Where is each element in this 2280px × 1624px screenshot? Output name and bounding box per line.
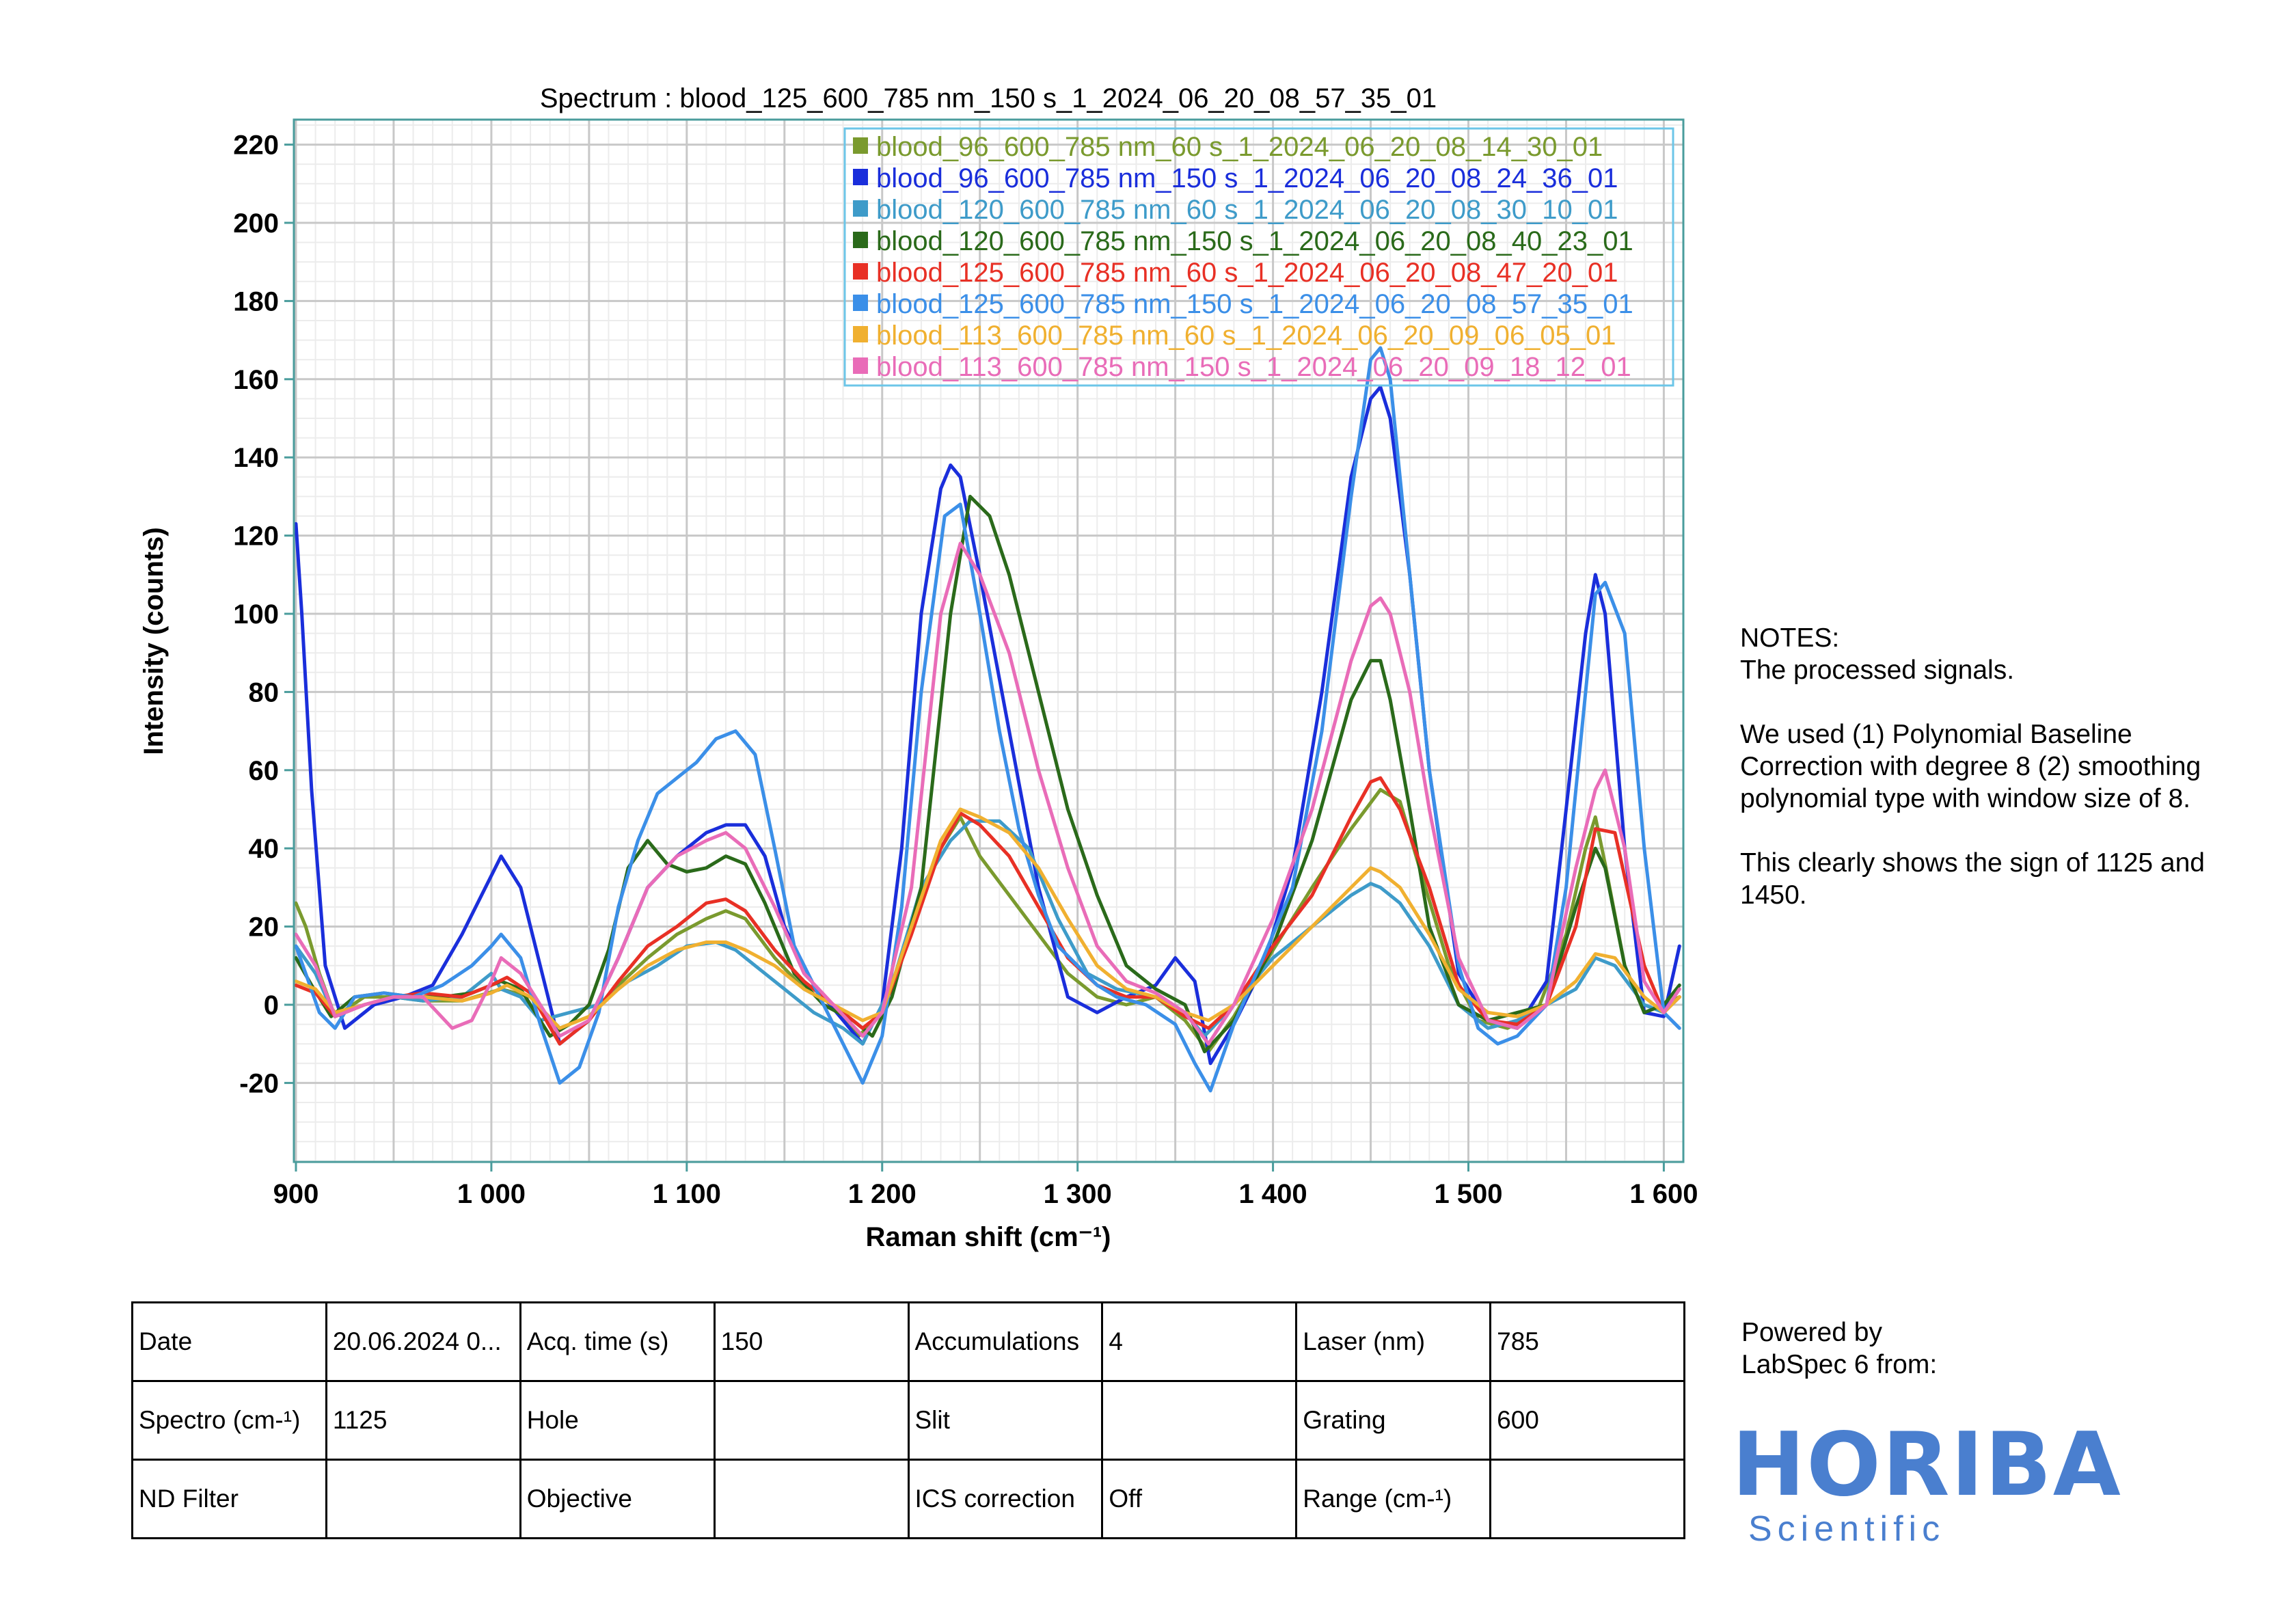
y-tick-label: 220 [233, 131, 279, 161]
series-line-2 [294, 385, 1681, 1066]
x-tick-label: 1 600 [1629, 1179, 1698, 1209]
table-cell: 20.06.2024 0... [325, 1301, 521, 1382]
notes-line: The processed signals. [1740, 655, 2015, 685]
grid-major [294, 120, 1683, 1162]
table-cell: Hole [519, 1380, 716, 1461]
x-tick-label: 1 400 [1239, 1179, 1307, 1209]
y-axis-label: Intensity (counts) [139, 527, 169, 755]
legend-label: blood_120_600_785 nm_60 s_1_2024_06_20_0… [876, 195, 1618, 225]
table-cell [325, 1459, 521, 1539]
table-cell [713, 1459, 910, 1539]
x-tick-label: 1 300 [1044, 1179, 1112, 1209]
y-tick-label: 100 [233, 599, 279, 630]
table-cell: Spectro (cm-¹) [131, 1380, 327, 1461]
table-row: Spectro (cm-¹) 1125 Hole Slit Grating 60… [131, 1380, 1685, 1461]
table-cell: Slit [907, 1380, 1104, 1461]
x-tick-label: 1 000 [457, 1179, 526, 1209]
series-line-4 [294, 494, 1681, 1054]
legend-swatch [853, 326, 868, 342]
legend-swatch [853, 137, 868, 154]
table-cell [1101, 1380, 1298, 1461]
legend-label: blood_96_600_785 nm_150 s_1_2024_06_20_0… [876, 163, 1618, 193]
y-tick-label: 200 [233, 208, 279, 239]
y-tick-label: 40 [249, 834, 280, 864]
legend-label: blood_113_600_785 nm_60 s_1_2024_06_20_0… [876, 321, 1616, 351]
logo-subtitle: Scientific [1748, 1509, 1946, 1549]
table-cell: Off [1101, 1459, 1298, 1539]
powered-line: Powered by [1741, 1318, 1882, 1347]
logo-brand: HORIBA [1732, 1414, 2122, 1516]
y-tick-label: 180 [233, 286, 279, 316]
legend-swatch [853, 200, 868, 217]
plot-series [294, 346, 1681, 1093]
legend-label: blood_125_600_785 nm_150 s_1_2024_06_20_… [876, 289, 1633, 319]
chart-title: Spectrum : blood_125_600_785 nm_150 s_1_… [540, 83, 1437, 113]
legend-box [843, 127, 1674, 387]
legend-swatch [853, 263, 868, 280]
legend-swatch [853, 357, 868, 374]
series-line-6 [294, 346, 1681, 1093]
y-tick-label: 120 [233, 522, 279, 552]
series-line-8 [294, 541, 1681, 1046]
table-cell: Laser (nm) [1295, 1301, 1492, 1382]
legend-swatch [853, 169, 868, 185]
table-cell: ICS correction [907, 1459, 1104, 1539]
table-cell [1489, 1459, 1685, 1539]
y-tick-label: 80 [249, 677, 280, 707]
notes-heading: NOTES: [1740, 623, 1840, 653]
horiba-logo: HORIBA Scientific [1732, 1422, 2122, 1549]
legend-label: blood_96_600_785 nm_60 s_1_2024_06_20_08… [876, 132, 1603, 162]
y-tick-label: 140 [233, 443, 279, 473]
table-cell: 785 [1489, 1301, 1685, 1382]
table-cell: Objective [519, 1459, 716, 1539]
table-row: Date 20.06.2024 0... Acq. time (s) 150 A… [131, 1301, 1685, 1382]
y-tick-label: 60 [249, 756, 280, 786]
y-tick-label: 20 [249, 912, 280, 943]
x-tick-label: 1 200 [848, 1179, 917, 1209]
legend-swatch [853, 295, 868, 311]
table-cell: 1125 [325, 1380, 521, 1461]
acquisition-metadata-table: Date 20.06.2024 0... Acq. time (s) 150 A… [131, 1301, 1685, 1539]
y-tick-label: 160 [233, 365, 279, 395]
table-row: ND Filter Objective ICS correction Off R… [131, 1459, 1685, 1539]
table-cell: Range (cm-¹) [1295, 1459, 1492, 1539]
spectrum-chart: Spectrum : blood_125_600_785 nm_150 s_1_… [139, 83, 1698, 1252]
x-tick-label: 1 100 [653, 1179, 721, 1209]
powered-by-text: Powered by LabSpec 6 from: [1741, 1316, 1937, 1381]
table-cell [713, 1380, 910, 1461]
powered-line: LabSpec 6 from: [1741, 1350, 1938, 1379]
series-line-7 [294, 807, 1681, 1030]
plot-frame [293, 118, 1685, 1163]
y-tick-label: -20 [239, 1068, 279, 1098]
notes-conclusion: This clearly shows the sign of 1125 and … [1740, 848, 2212, 910]
y-axis-ticks: -20 0 20 40 60 80 100 120 140 160 180 200 220 [233, 131, 294, 1098]
legend-swatch [853, 232, 868, 248]
x-axis-label: Raman shift (cm⁻¹) [866, 1222, 1111, 1252]
legend: blood_96_600_785 nm_60 s_1_2024_06_20_08… [843, 127, 1674, 387]
table-cell: Date [131, 1301, 327, 1382]
table-cell: ND Filter [131, 1459, 327, 1539]
y-tick-label: 0 [264, 990, 279, 1020]
table-cell: 150 [713, 1301, 910, 1382]
table-cell: Accumulations [907, 1301, 1104, 1382]
table-cell: Grating [1295, 1380, 1492, 1461]
x-tick-label: 1 500 [1434, 1179, 1502, 1209]
table-cell: 600 [1489, 1380, 1685, 1461]
x-tick-label: 900 [273, 1179, 319, 1209]
legend-label: blood_125_600_785 nm_60 s_1_2024_06_20_0… [876, 258, 1618, 288]
notes-panel: NOTES: The processed signals. We used (1… [1740, 622, 2246, 911]
notes-method: We used (1) Polynomial Baseline Correcti… [1740, 720, 2209, 813]
x-axis-ticks: 900 1 000 1 100 1 200 1 300 1 400 1 500 1 600 [273, 1162, 1698, 1209]
legend-label: blood_120_600_785 nm_150 s_1_2024_06_20_… [876, 226, 1633, 256]
table-cell: Acq. time (s) [519, 1301, 716, 1382]
legend-label: blood_113_600_785 nm_150 s_1_2024_06_20_… [876, 352, 1631, 382]
table-cell: 4 [1101, 1301, 1298, 1382]
